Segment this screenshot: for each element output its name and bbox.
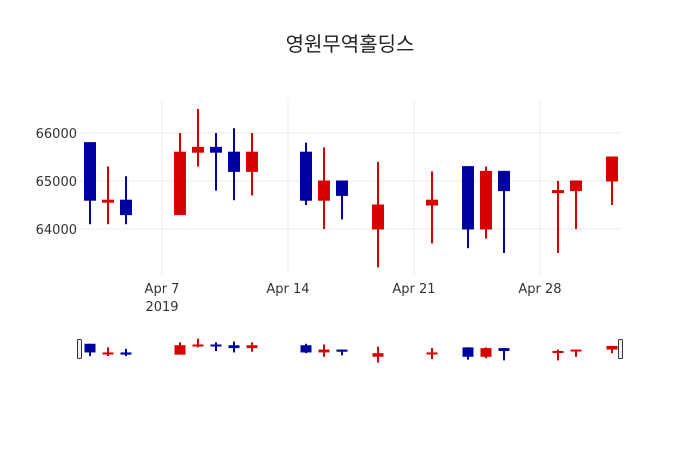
- slider-candle: [210, 342, 222, 351]
- slider-candle: [228, 341, 240, 353]
- candle: [462, 166, 474, 249]
- slider-candle: [84, 343, 96, 357]
- x-tick-label: Apr 28: [518, 282, 561, 297]
- x-tick-label: Apr 14: [266, 282, 309, 297]
- y-tick-label: 64000: [36, 223, 77, 238]
- candle: [426, 171, 438, 244]
- range-slider[interactable]: [77, 338, 623, 363]
- slider-candle: [120, 348, 132, 357]
- slider-candle: [372, 346, 384, 363]
- slider-candle: [480, 347, 492, 359]
- candle: [228, 128, 240, 201]
- gridlines: [80, 100, 620, 275]
- slider-candle: [318, 344, 330, 357]
- candle: [372, 161, 384, 268]
- x-tick-label: Apr 7: [145, 282, 180, 297]
- slider-candle: [570, 349, 582, 357]
- range-slider-left-handle[interactable]: [77, 339, 82, 359]
- candle: [210, 133, 222, 191]
- slider-candle: [174, 342, 186, 355]
- slider-candle: [426, 348, 438, 359]
- x-tick-sublabel: 2019: [145, 300, 178, 315]
- candle: [84, 142, 96, 225]
- slider-candle: [192, 338, 204, 348]
- range-slider-right-handle[interactable]: [618, 339, 623, 359]
- slider-candle: [336, 349, 348, 356]
- candle: [300, 142, 312, 205]
- candle: [102, 166, 114, 225]
- candle: [606, 156, 618, 205]
- candle: [552, 181, 564, 253]
- candle: [570, 180, 582, 229]
- candle: [480, 166, 492, 239]
- slider-candle: [246, 342, 258, 352]
- slider-candle: [102, 347, 114, 357]
- slider-candle: [606, 345, 618, 354]
- y-axis: 64000 65000 66000: [36, 127, 77, 238]
- candles: [84, 109, 618, 268]
- x-tick-label: Apr 21: [392, 282, 435, 297]
- slider-candle: [498, 348, 510, 361]
- candle: [192, 109, 204, 167]
- slider-candle: [552, 349, 564, 361]
- candle: [246, 133, 258, 196]
- x-axis: Apr 7 2019 Apr 14 Apr 21 Apr 28: [145, 282, 562, 315]
- candle: [120, 176, 132, 225]
- candle: [174, 133, 186, 216]
- candle: [498, 170, 510, 253]
- slider-candle: [462, 347, 474, 360]
- candle: [318, 147, 330, 229]
- y-tick-label: 66000: [36, 127, 77, 142]
- candle: [336, 180, 348, 220]
- y-tick-label: 65000: [36, 175, 77, 190]
- slider-candle: [300, 343, 312, 354]
- chart-title: 영원무역홀딩스: [285, 32, 415, 56]
